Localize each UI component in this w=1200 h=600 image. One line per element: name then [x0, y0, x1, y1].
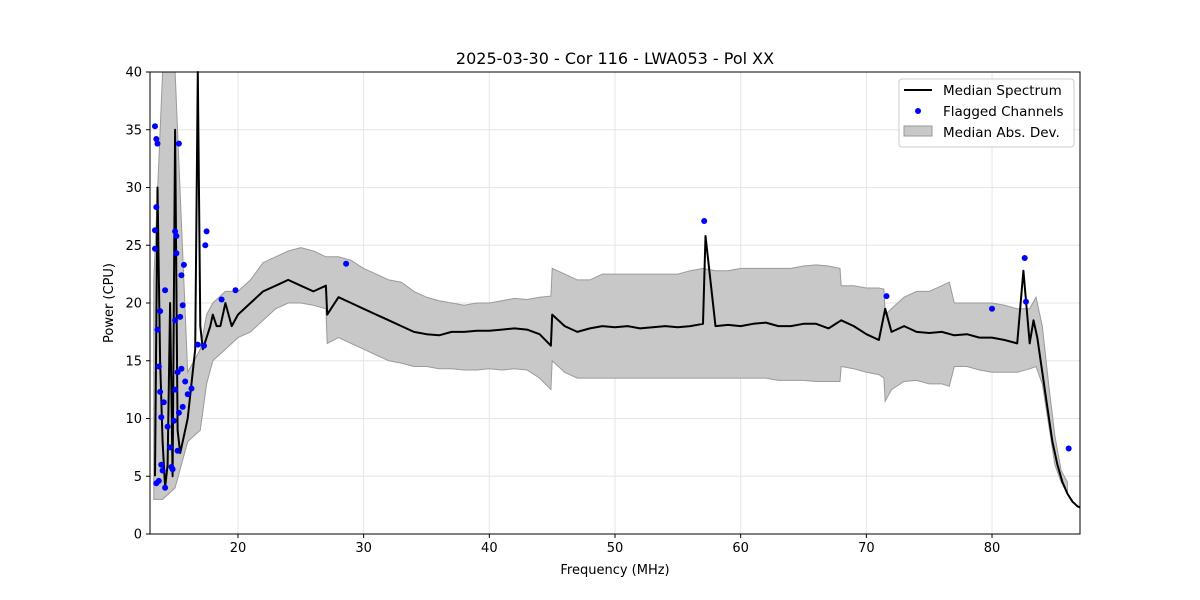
flagged-point	[154, 140, 161, 147]
flagged-point	[172, 228, 179, 235]
y-axis-label: Power (CPU)	[102, 263, 117, 343]
flagged-point	[153, 204, 160, 211]
flagged-point	[155, 363, 162, 370]
y-tick-label: 5	[134, 470, 142, 485]
flagged-point	[989, 305, 995, 312]
legend: Median Spectrum Flagged Channels Median …	[898, 78, 1075, 148]
flagged-point	[157, 308, 164, 315]
legend-box	[898, 78, 1075, 148]
legend-mad-swatch	[903, 125, 933, 137]
y-tick-label: 20	[125, 297, 142, 312]
flagged-point	[158, 414, 165, 421]
median-spectrum-path	[154, 71, 1081, 509]
y-tick-label: 10	[125, 412, 142, 427]
flagged-point	[1023, 298, 1029, 305]
flagged-point	[178, 365, 185, 372]
flagged-point	[152, 245, 158, 252]
flagged-point	[168, 464, 175, 470]
flagged-point	[343, 260, 350, 267]
y-axis-ticks: 0 5 10 15 20 25 30 35 40	[125, 66, 150, 543]
flagged-point	[164, 423, 171, 430]
x-axis-label: Frequency (MHz)	[560, 563, 669, 578]
flagged-point	[170, 417, 177, 424]
legend-median-label: Median Spectrum	[943, 83, 1062, 99]
flagged-point	[202, 242, 209, 249]
legend-flagged-marker	[915, 108, 921, 114]
flagged-point	[162, 484, 169, 491]
x-tick-label: 60	[732, 541, 749, 556]
flagged-point	[154, 326, 161, 333]
flagged-point	[883, 293, 890, 300]
flagged-point	[160, 399, 167, 406]
flagged-point	[175, 140, 182, 147]
x-tick-label: 70	[858, 541, 875, 556]
flagged-point	[153, 136, 160, 142]
flagged-point	[174, 369, 181, 376]
x-tick-label: 20	[230, 541, 247, 556]
y-tick-label: 40	[125, 66, 142, 81]
x-tick-label: 40	[481, 541, 498, 556]
y-tick-label: 0	[134, 528, 142, 543]
legend-mad-label: Median Abs. Dev.	[943, 125, 1060, 141]
y-tick-label: 30	[125, 181, 142, 196]
flagged-point	[178, 272, 185, 279]
x-tick-label: 50	[607, 541, 624, 556]
legend-flagged-label: Flagged Channels	[943, 104, 1064, 120]
flagged-point	[188, 385, 195, 392]
flagged-point	[182, 378, 189, 385]
flagged-point	[158, 461, 165, 468]
x-tick-label: 80	[984, 541, 1001, 556]
flagged-point	[218, 296, 225, 303]
x-axis-ticks: 20 30 40 50 60 70 80	[230, 534, 1001, 556]
flagged-point	[184, 391, 191, 398]
y-tick-label: 15	[125, 354, 142, 369]
flagged-point	[180, 261, 187, 268]
flagged-point	[175, 409, 182, 416]
flagged-point	[162, 287, 169, 294]
flagged-point	[172, 386, 179, 393]
median-spectrum-line	[154, 71, 1081, 509]
chart-title: 2025-03-30 - Cor 116 - LWA053 - Pol XX	[456, 49, 774, 68]
flagged-point	[194, 341, 201, 348]
flagged-point	[172, 317, 179, 324]
flagged-point	[701, 218, 708, 224]
flagged-point	[152, 227, 158, 234]
flagged-point	[159, 467, 166, 474]
flagged-point	[177, 313, 184, 320]
flagged-point	[152, 123, 158, 130]
y-tick-label: 35	[125, 123, 142, 138]
flagged-point	[173, 250, 180, 257]
flagged-point	[179, 403, 186, 410]
flagged-point	[232, 287, 239, 294]
flagged-point	[1065, 445, 1072, 452]
flagged-point	[179, 302, 186, 309]
flagged-point	[153, 480, 160, 487]
flagged-channels-points	[152, 123, 1072, 491]
x-tick-label: 30	[355, 541, 372, 556]
flagged-point	[201, 342, 207, 349]
flagged-point	[173, 233, 180, 239]
flagged-point	[157, 388, 164, 395]
flagged-point	[167, 444, 174, 451]
y-tick-label: 25	[125, 239, 142, 254]
flagged-point	[1021, 255, 1028, 261]
flagged-point	[203, 228, 210, 235]
flagged-point	[174, 447, 181, 454]
